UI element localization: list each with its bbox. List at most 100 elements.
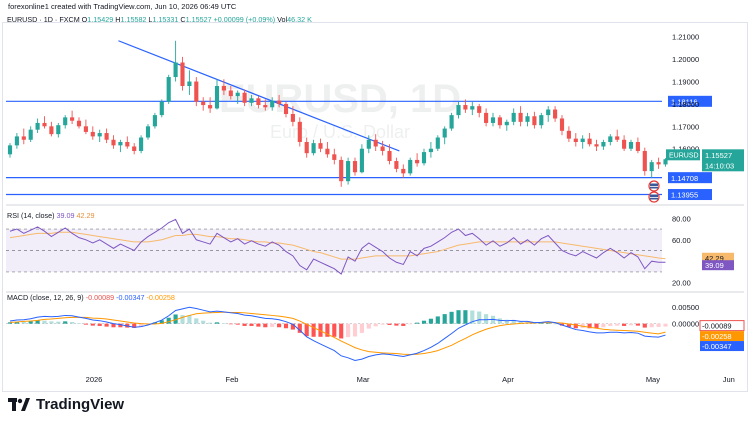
- macd-histogram-bar: [366, 323, 371, 329]
- candle-body: [283, 103, 289, 114]
- macd-histogram-bar: [104, 323, 109, 327]
- macd-histogram-bar: [435, 316, 440, 324]
- candle-body: [352, 161, 358, 173]
- trend-line: [118, 40, 400, 152]
- macd-histogram-bar: [263, 323, 268, 328]
- candle-body: [187, 81, 192, 86]
- macd-histogram-bar: [297, 323, 302, 333]
- rsi-legend: RSI (14, close) 39.09 42.29: [7, 211, 95, 220]
- candle-body: [152, 115, 157, 127]
- candle-body: [608, 136, 613, 142]
- rsi-ma-tag: 42.29: [705, 254, 724, 263]
- candle-body: [90, 131, 95, 137]
- legend-part: 1.15582: [120, 15, 146, 24]
- macd-histogram-bar: [628, 323, 634, 326]
- time-tick-label: Apr: [502, 375, 514, 384]
- rsi-ma-line: [9, 231, 666, 260]
- macd-histogram-bar: [180, 315, 185, 324]
- macd-histogram-bar: [214, 322, 220, 324]
- candle-body: [580, 138, 585, 142]
- candle-body: [63, 117, 68, 126]
- macd-histogram-bar: [132, 323, 137, 328]
- price-tick-label: 1.17000: [672, 122, 699, 131]
- candle-body: [449, 115, 454, 129]
- candle-body: [173, 62, 178, 78]
- rsi-legend-part: 39.09: [57, 211, 77, 220]
- candle-body: [359, 148, 364, 173]
- macd-histogram-bar: [373, 323, 378, 327]
- candle-body: [435, 137, 440, 149]
- legend-part: 46.32 K: [287, 15, 312, 24]
- candle-body: [559, 118, 565, 131]
- macd-legend-part: -0.00089: [86, 293, 116, 302]
- candle-body: [221, 86, 226, 91]
- candle-body: [166, 77, 171, 102]
- macd-histogram-bar: [304, 323, 309, 337]
- macd-histogram-bar: [484, 314, 489, 324]
- candle-body: [366, 139, 371, 149]
- macd-histogram-bar: [394, 323, 399, 326]
- horizontal-level-label: 1.14708: [671, 174, 698, 183]
- candle-body: [235, 92, 240, 97]
- candle-body: [663, 159, 668, 165]
- price-tick-label: 1.18000: [672, 100, 699, 109]
- macd-signal-line: [9, 311, 666, 356]
- macd-histogram-bar: [497, 318, 502, 324]
- candle-body: [97, 133, 102, 137]
- candle-body: [304, 142, 309, 154]
- candle-body: [325, 148, 330, 155]
- macd-histogram-bar: [346, 323, 351, 338]
- candle-body: [214, 86, 220, 109]
- macd-histogram-bar: [49, 321, 54, 324]
- rsi-line: [9, 218, 666, 275]
- macd-histogram-bar: [201, 320, 206, 324]
- time-tick-label: Feb: [226, 375, 239, 384]
- price-tick-label: 1.21000: [672, 33, 699, 42]
- candle-body: [628, 142, 634, 149]
- macd-histogram-bar: [408, 323, 413, 325]
- rsi-legend-part: 42.29: [77, 211, 95, 220]
- horizontal-level-label: 1.18116: [671, 98, 698, 107]
- macd-histogram-bar: [622, 323, 627, 326]
- price-tick-label: 1.16000: [672, 145, 699, 154]
- price-tag-value: 1.15527: [705, 151, 732, 160]
- candle-body: [511, 112, 516, 122]
- candle-body: [497, 117, 502, 126]
- candle-body: [111, 139, 116, 146]
- macd-histogram-bar: [415, 322, 420, 324]
- horizontal-level-label-bg: [668, 189, 712, 201]
- legend-part: Vol: [275, 15, 287, 24]
- candle-body: [228, 90, 233, 97]
- price-tag-countdown: 14:10:03: [705, 161, 734, 170]
- candle-body: [546, 109, 551, 116]
- macd-histogram-bar: [56, 321, 61, 324]
- macd-legend-part: MACD (close, 12, 26, 9): [7, 293, 86, 302]
- candle-body: [339, 159, 344, 182]
- brand: TradingView: [8, 396, 124, 413]
- macd-histogram-bar: [649, 323, 654, 328]
- macd-histogram-bar: [35, 320, 40, 324]
- candle-body: [42, 122, 47, 127]
- rsi-tag: 39.09: [705, 261, 724, 270]
- candle-body: [346, 161, 351, 182]
- candle-body: [139, 137, 144, 151]
- candle-body: [408, 159, 413, 174]
- rsi-legend-part: RSI (14, close): [7, 211, 57, 220]
- macd-value-tag: -0.00258: [702, 332, 732, 341]
- candle-body: [525, 116, 530, 122]
- macd-histogram-bar: [283, 323, 289, 329]
- candle-body: [21, 136, 26, 140]
- macd-histogram-bar: [242, 323, 247, 326]
- rsi-tick-label: 20.00: [672, 279, 691, 288]
- legend-part: H: [113, 15, 120, 24]
- tradingview-logo-icon: [8, 397, 30, 411]
- macd-histogram-bar: [118, 323, 123, 328]
- macd-histogram-bar: [166, 317, 171, 324]
- macd-histogram-bar: [221, 323, 226, 324]
- flag-stripe: [650, 194, 658, 200]
- time-tick-label: Jun: [723, 375, 735, 384]
- candle-body: [421, 152, 427, 164]
- macd-histogram-bar: [90, 323, 95, 326]
- macd-histogram-bar: [332, 323, 337, 337]
